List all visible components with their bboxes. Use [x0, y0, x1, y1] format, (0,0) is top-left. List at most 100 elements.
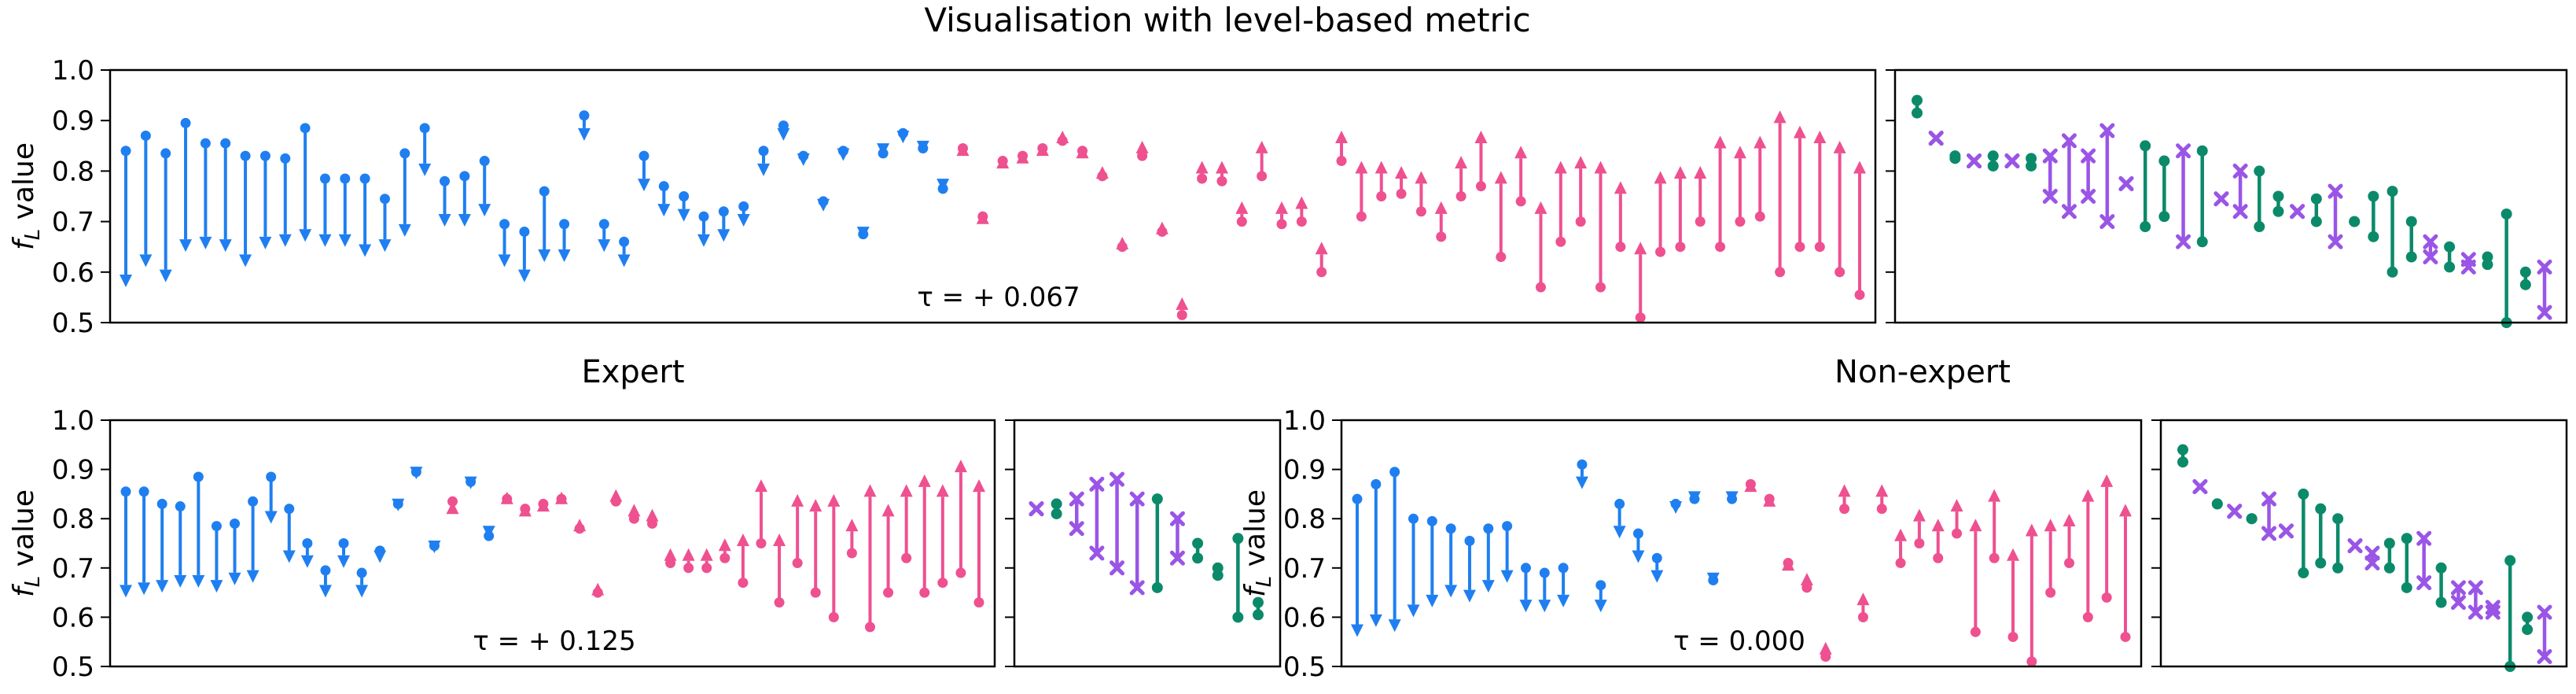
- x-marker: [1029, 501, 1044, 517]
- arrow-head: [609, 489, 623, 502]
- arrow-mark: [2007, 548, 2020, 642]
- panel-subtitle: Non-expert: [1834, 354, 2011, 390]
- dumbbell-mark: [2118, 175, 2134, 191]
- arrow-head: [418, 163, 432, 176]
- arrow-mark: [1295, 196, 1308, 227]
- arrow-mark: [2044, 519, 2057, 598]
- arrow-mark: [1494, 171, 1507, 263]
- arrow-head: [1613, 526, 1626, 539]
- arrow-head: [482, 526, 495, 539]
- dumbbell-mark: [2485, 600, 2501, 620]
- arrow-mark: [1894, 528, 1908, 569]
- arrow-mark: [956, 143, 970, 157]
- arrow-head: [1135, 140, 1149, 153]
- arrow-mark: [609, 489, 623, 507]
- arrow-head: [278, 234, 292, 247]
- arrow-mark: [1838, 484, 1851, 515]
- arrow-mark: [1395, 165, 1408, 199]
- x-marker: [2118, 175, 2134, 191]
- y-tick-label: 0.9: [52, 105, 94, 137]
- arrow-head: [1713, 135, 1727, 149]
- arrow-mark: [1176, 297, 1189, 320]
- dot-marker: [2298, 567, 2309, 579]
- arrow-mark: [916, 140, 929, 154]
- arrow-head: [700, 548, 713, 561]
- x-marker: [2061, 204, 2077, 220]
- arrow-mark: [219, 138, 232, 253]
- arrow-mark: [1351, 493, 1363, 637]
- arrow-mark: [598, 219, 611, 253]
- arrow-head: [1950, 499, 1963, 512]
- arrow-head: [900, 484, 913, 497]
- arrow-mark: [299, 123, 312, 242]
- dumbbell-mark: [2246, 513, 2258, 525]
- dot-marker: [1232, 611, 1244, 623]
- arrow-head: [1534, 201, 1547, 214]
- y-axis-label-text: value: [8, 489, 40, 576]
- arrow-mark: [1036, 143, 1049, 157]
- x-marker: [2061, 133, 2077, 149]
- y-tick-label: 0.5: [52, 308, 94, 339]
- arrow-mark: [1538, 567, 1551, 613]
- arrow-head: [458, 214, 471, 227]
- arrow-head: [1557, 594, 1570, 607]
- dot-marker: [2482, 259, 2493, 271]
- arrow-mark: [1474, 131, 1488, 192]
- x-marker: [2467, 580, 2483, 596]
- dumbbell-mark: [2504, 555, 2516, 672]
- arrow-mark: [438, 175, 451, 227]
- dumbbell-mark: [1029, 501, 1044, 517]
- arrow-head: [757, 163, 771, 176]
- arrow-mark: [1800, 573, 1813, 593]
- arrow-head: [1538, 600, 1551, 613]
- arrow-head: [1056, 131, 1069, 144]
- arrow-mark: [120, 486, 132, 598]
- arrow-mark: [1574, 156, 1588, 227]
- x-marker: [2347, 538, 2363, 554]
- arrow-head: [1494, 171, 1507, 184]
- dot-marker: [2519, 279, 2531, 290]
- arrow-head: [1426, 594, 1439, 607]
- x-marker: [1089, 545, 1105, 561]
- dumbbell-mark: [1949, 150, 1961, 164]
- arrow-head: [918, 474, 931, 487]
- dumbbell-mark: [2347, 538, 2363, 554]
- dot-marker: [2332, 513, 2344, 525]
- dot-marker: [1192, 537, 1204, 549]
- tau-annotation: τ = + 0.125: [473, 626, 635, 657]
- arrow-mark: [717, 206, 730, 242]
- dot-marker: [1949, 153, 1961, 164]
- arrow-mark: [1793, 125, 1806, 253]
- tau-annotation: τ = + 0.067: [917, 282, 1080, 313]
- arrow-head: [478, 204, 491, 217]
- arrow-head: [1275, 201, 1288, 214]
- arrow-head: [1754, 135, 1767, 149]
- arrow-mark: [120, 146, 132, 288]
- arrow-mark: [458, 171, 471, 227]
- y-axis-label-subscript: L: [1253, 576, 1276, 588]
- dot-marker: [2177, 444, 2188, 456]
- arrow-head: [697, 234, 710, 247]
- arrow-head: [156, 580, 169, 593]
- arrow-mark: [518, 504, 532, 517]
- arrow-mark: [1519, 563, 1533, 613]
- arrow-head: [737, 214, 750, 227]
- arrow-mark: [374, 545, 387, 563]
- arrow-head: [1036, 143, 1049, 157]
- arrow-head: [1095, 165, 1109, 179]
- dot-marker: [2405, 216, 2417, 227]
- arrow-head: [518, 504, 532, 517]
- arrow-head: [598, 239, 611, 253]
- dot-marker: [2310, 216, 2322, 227]
- x-marker: [2423, 249, 2438, 265]
- dumbbell-mark: [2537, 259, 2552, 320]
- arrow-head: [1894, 528, 1908, 541]
- arrow-mark: [1514, 146, 1528, 207]
- dumbbell-mark: [2383, 537, 2395, 574]
- x-marker: [1129, 491, 1145, 507]
- x-marker: [2467, 604, 2483, 620]
- arrow-mark: [1969, 519, 1982, 637]
- arrow-mark: [1463, 535, 1476, 603]
- arrow-mark: [1875, 484, 1889, 515]
- dot-marker: [2435, 596, 2447, 608]
